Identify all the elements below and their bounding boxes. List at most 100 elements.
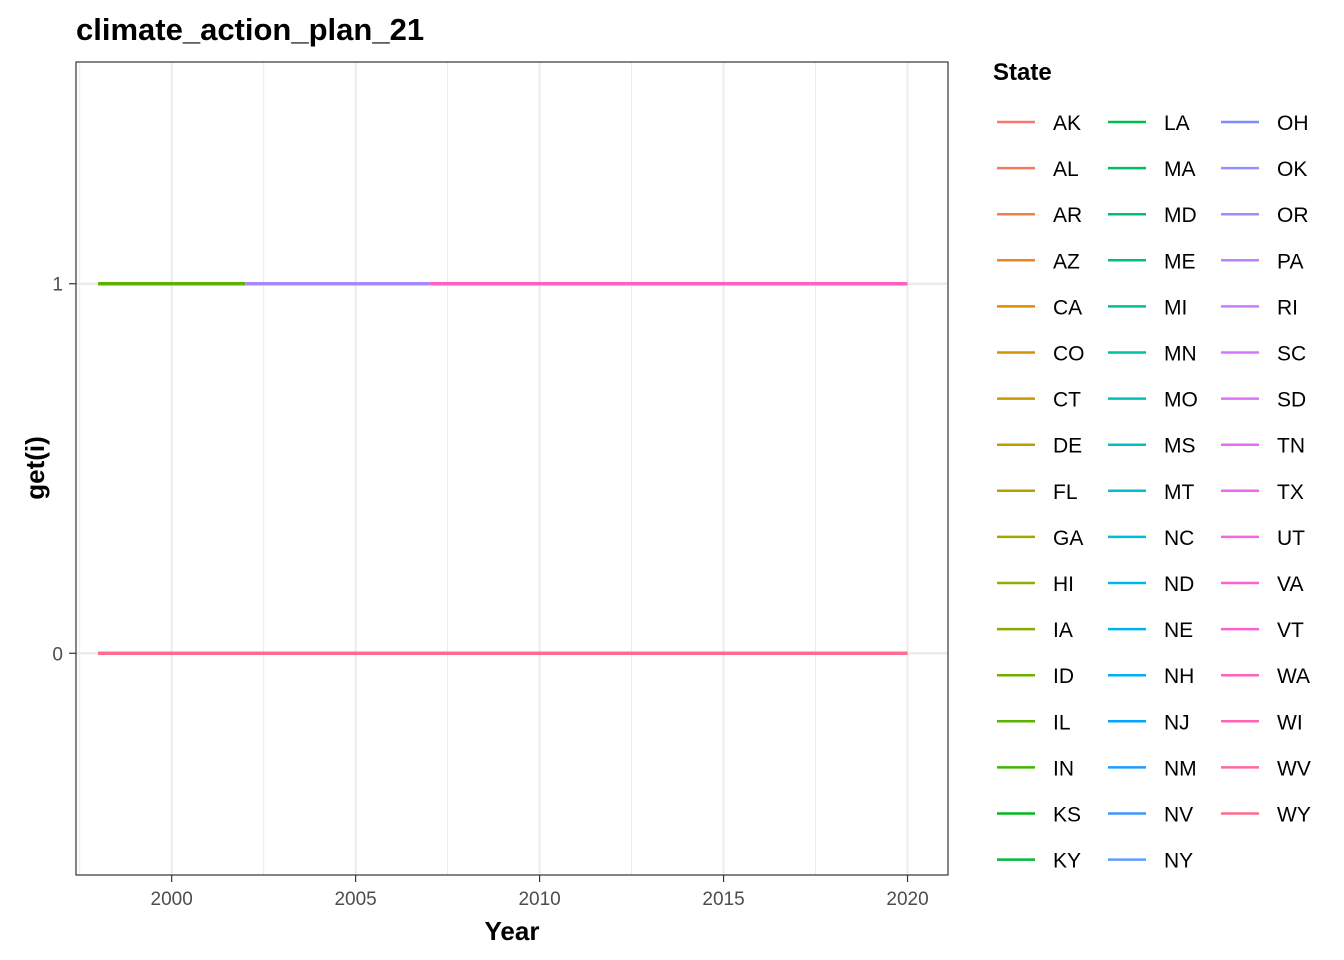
x-tick-label: 2010: [518, 889, 560, 910]
legend-label: NM: [1164, 757, 1197, 780]
series-lines: [98, 281, 908, 656]
axis-ticks: 2000 2005 2010 2015 2020 0 1: [52, 275, 928, 910]
legend-label: HI: [1053, 573, 1074, 596]
legend-label: AR: [1053, 204, 1082, 227]
legend-item-tn: TN: [1221, 435, 1305, 458]
legend-label: SD: [1277, 389, 1306, 412]
x-tick-label: 2000: [151, 889, 193, 910]
legend-item-ne: NE: [1108, 619, 1193, 642]
panel-border-rect: [75, 61, 949, 876]
legend-item-al: AL: [997, 158, 1079, 181]
legend-label: CO: [1053, 343, 1085, 366]
legend-label: WA: [1277, 665, 1310, 688]
chart-title: climate_action_plan_21: [76, 12, 424, 47]
legend-item-ks: KS: [997, 804, 1081, 827]
legend-item-nm: NM: [1108, 757, 1197, 780]
legend-item-nv: NV: [1108, 804, 1193, 827]
legend-label: KY: [1053, 850, 1081, 873]
x-tick-label: 2020: [886, 889, 928, 910]
legend-item-ia: IA: [997, 619, 1073, 642]
legend-item-va: VA: [1221, 573, 1303, 596]
legend-label: ME: [1164, 250, 1196, 273]
legend-item-wy: WY: [1221, 804, 1311, 827]
legend-label: AL: [1053, 158, 1079, 181]
legend-label: MD: [1164, 204, 1197, 227]
legend-label: SC: [1277, 343, 1306, 366]
legend-item-mt: MT: [1108, 481, 1194, 504]
legend-label: LA: [1164, 112, 1190, 135]
legend-label: NH: [1164, 665, 1194, 688]
legend-item-ar: AR: [997, 204, 1082, 227]
legend-label: NC: [1164, 527, 1194, 550]
x-tick-label: 2005: [334, 889, 376, 910]
legend-item-ga: GA: [997, 527, 1083, 550]
legend-item-de: DE: [997, 435, 1082, 458]
legend-label: NY: [1164, 850, 1193, 873]
legend-item-fl: FL: [997, 481, 1078, 504]
legend-item-in: IN: [997, 757, 1074, 780]
x-axis-title: Year: [485, 916, 540, 946]
legend-item-co: CO: [997, 343, 1085, 366]
legend-item-il: IL: [997, 711, 1071, 734]
legend-item-ok: OK: [1221, 158, 1307, 181]
legend-label: MS: [1164, 435, 1196, 458]
legend-label: KS: [1053, 804, 1081, 827]
legend-item-nc: NC: [1108, 527, 1194, 550]
legend-label: VT: [1277, 619, 1304, 642]
legend-label: AZ: [1053, 250, 1080, 273]
legend-label: MN: [1164, 343, 1197, 366]
legend-label: CT: [1053, 389, 1081, 412]
legend-label: ND: [1164, 573, 1194, 596]
y-axis-title: get(i): [20, 436, 50, 500]
legend-label: MT: [1164, 481, 1194, 504]
legend-item-md: MD: [1108, 204, 1197, 227]
legend-label: TX: [1277, 481, 1304, 504]
legend-item-sd: SD: [1221, 389, 1306, 412]
panel-background: [76, 62, 948, 875]
legend-item-ri: RI: [1221, 296, 1298, 319]
legend-label: WI: [1277, 711, 1303, 734]
legend-item-sc: SC: [1221, 343, 1306, 366]
legend-label: NE: [1164, 619, 1193, 642]
legend-item-ct: CT: [997, 389, 1081, 412]
legend-label: PA: [1277, 250, 1303, 273]
legend-label: NJ: [1164, 711, 1190, 734]
legend-label: VA: [1277, 573, 1303, 596]
legend-item-ny: NY: [1108, 850, 1193, 873]
legend-label: TN: [1277, 435, 1305, 458]
legend-item-or: OR: [1221, 204, 1309, 227]
legend-label: IL: [1053, 711, 1071, 734]
legend-item-ky: KY: [997, 850, 1081, 873]
legend-label: NV: [1164, 804, 1193, 827]
y-tick-label: 1: [52, 275, 63, 296]
legend-label: IN: [1053, 757, 1074, 780]
legend-item-hi: HI: [997, 573, 1074, 596]
legend-item-tx: TX: [1221, 481, 1304, 504]
legend-label: AK: [1053, 112, 1081, 135]
legend-label: OR: [1277, 204, 1309, 227]
legend-label: WV: [1277, 757, 1311, 780]
plot-border: [75, 61, 949, 876]
legend-label: IA: [1053, 619, 1073, 642]
legend-label: MA: [1164, 158, 1196, 181]
legend-item-ut: UT: [1221, 527, 1305, 550]
legend-label: WY: [1277, 804, 1311, 827]
legend-item-mo: MO: [1108, 389, 1198, 412]
legend-label: DE: [1053, 435, 1082, 458]
legend-label: FL: [1053, 481, 1078, 504]
legend-item-la: LA: [1108, 112, 1190, 135]
legend-item-ms: MS: [1108, 435, 1196, 458]
legend-item-id: ID: [997, 665, 1074, 688]
legend-label: UT: [1277, 527, 1305, 550]
legend-item-az: AZ: [997, 250, 1080, 273]
legend-item-mn: MN: [1108, 343, 1197, 366]
plot-panel: [76, 62, 948, 875]
legend-item-ca: CA: [997, 296, 1082, 319]
legend-item-ma: MA: [1108, 158, 1196, 181]
legend-item-wv: WV: [1221, 757, 1311, 780]
x-tick-label: 2015: [702, 889, 744, 910]
legend-item-nj: NJ: [1108, 711, 1190, 734]
legend-title: State: [993, 59, 1052, 86]
legend-label: OK: [1277, 158, 1307, 181]
